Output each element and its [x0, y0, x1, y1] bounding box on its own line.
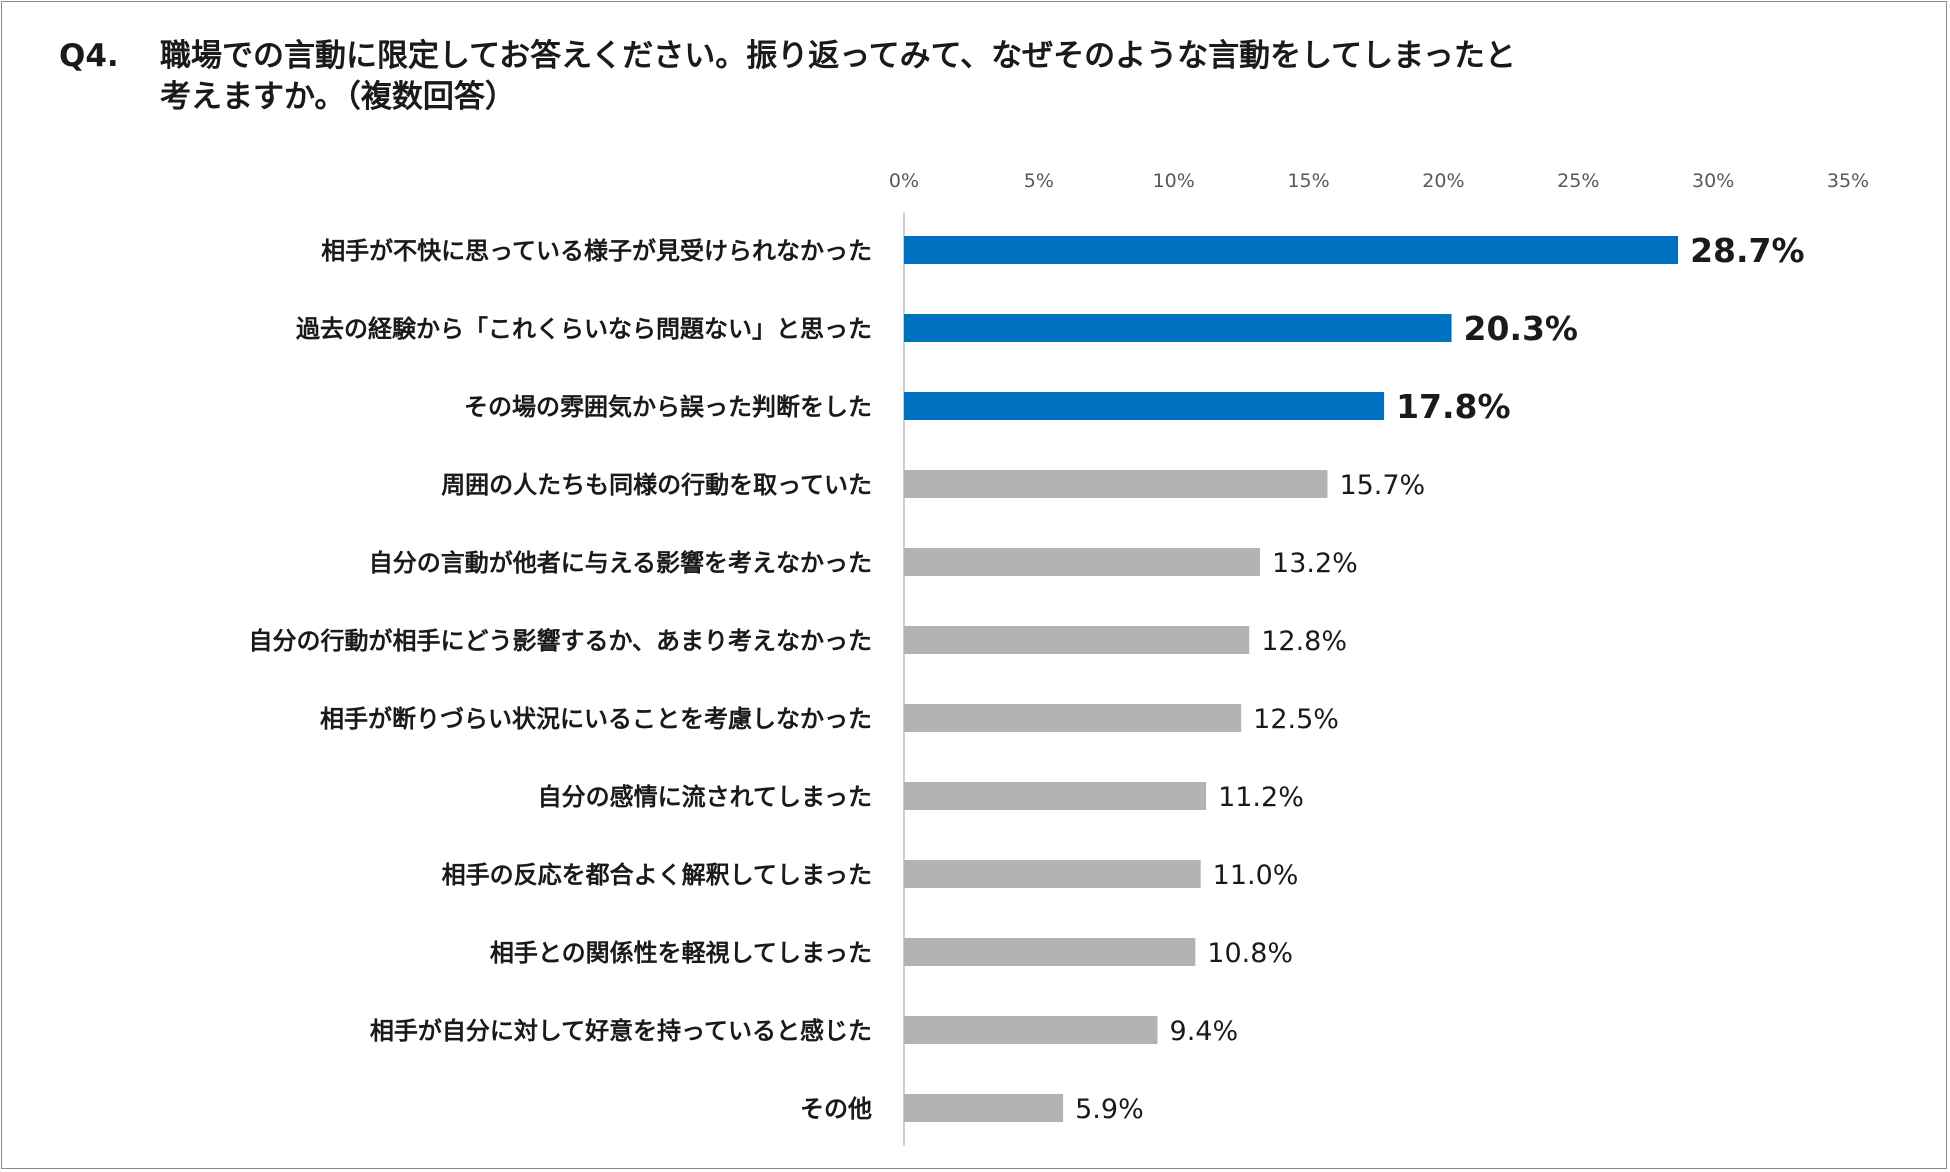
bar	[904, 626, 1250, 654]
category-label: 相手との関係性を軽視してしまった	[490, 939, 872, 967]
category-label: 自分の感情に流されてしまった	[538, 783, 872, 811]
x-tick-label: 0%	[889, 170, 919, 192]
x-tick-label: 20%	[1422, 170, 1464, 192]
value-label: 13.2%	[1272, 548, 1358, 579]
x-tick-label: 15%	[1287, 170, 1329, 192]
value-label: 9.4%	[1170, 1016, 1239, 1047]
category-label: 過去の経験から「これくらいなら問題ない」と思った	[296, 315, 872, 343]
x-tick-label: 35%	[1827, 170, 1869, 192]
question-text-line2: 考えますか。（複数回答）	[160, 79, 516, 115]
value-label: 11.2%	[1218, 782, 1304, 813]
bar	[904, 314, 1452, 342]
category-label: 相手が自分に対して好意を持っていると感じた	[370, 1017, 872, 1045]
bar	[904, 1094, 1064, 1122]
value-label: 12.5%	[1253, 704, 1339, 735]
value-label: 10.8%	[1207, 938, 1293, 969]
bar	[904, 470, 1328, 498]
bar	[904, 1016, 1158, 1044]
question-number: Q4.	[59, 38, 119, 74]
value-label: 28.7%	[1690, 231, 1805, 270]
category-label: 相手が不快に思っている様子が見受けられなかった	[321, 237, 872, 265]
bar	[904, 236, 1679, 264]
value-label: 20.3%	[1464, 309, 1579, 348]
category-label: 相手の反応を都合よく解釈してしまった	[442, 861, 872, 889]
bar	[904, 704, 1242, 732]
bar	[904, 392, 1385, 420]
value-label: 5.9%	[1075, 1094, 1144, 1125]
value-label: 11.0%	[1213, 860, 1299, 891]
value-label: 15.7%	[1339, 470, 1425, 501]
question-text: 職場での言動に限定してお答えください。振り返ってみて、なぜそのような言動をしてし…	[160, 36, 1760, 118]
value-label: 12.8%	[1261, 626, 1347, 657]
category-label: 相手が断りづらい状況にいることを考慮しなかった	[320, 705, 872, 733]
question-text-line1: 職場での言動に限定してお答えください。振り返ってみて、なぜそのような言動をしてし…	[160, 38, 1516, 74]
bar	[904, 782, 1207, 810]
x-tick-label: 10%	[1153, 170, 1195, 192]
bar	[904, 860, 1201, 888]
bar	[904, 548, 1261, 576]
bar	[904, 938, 1196, 966]
value-label: 17.8%	[1396, 387, 1511, 426]
category-label: 自分の言動が他者に与える影響を考えなかった	[369, 549, 872, 577]
category-label: 自分の行動が相手にどう影響するか、あまり考えなかった	[248, 627, 872, 655]
x-tick-label: 5%	[1024, 170, 1054, 192]
x-tick-label: 25%	[1557, 170, 1599, 192]
category-label: 周囲の人たちも同様の行動を取っていた	[441, 471, 872, 499]
category-label: その場の雰囲気から誤った判断をした	[464, 393, 872, 421]
category-label: その他	[800, 1095, 872, 1123]
x-tick-label: 30%	[1692, 170, 1734, 192]
